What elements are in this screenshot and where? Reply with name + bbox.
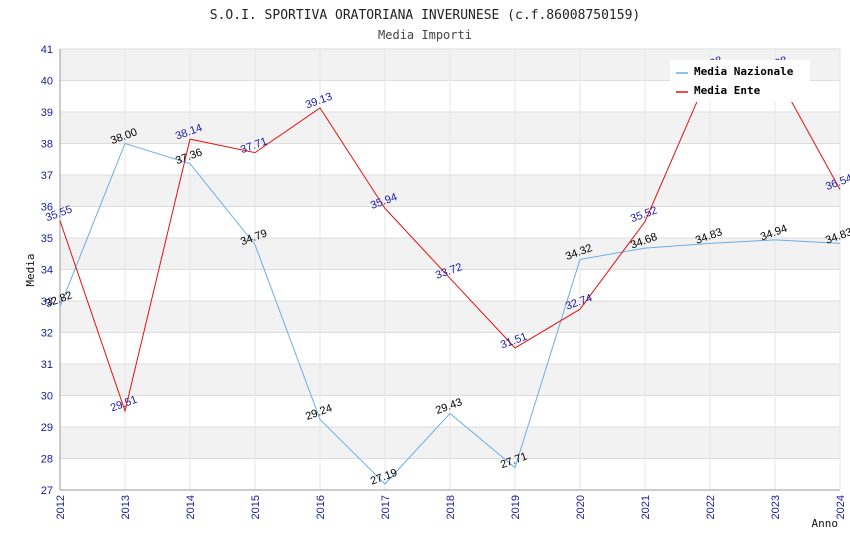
data-label-media-nazionale: 29.24 [304, 402, 334, 423]
y-tick-label: 33 [41, 296, 53, 308]
y-tick-label: 41 [41, 44, 53, 56]
x-tick-label: 2015 [250, 495, 262, 519]
y-tick-label: 28 [41, 454, 53, 466]
x-tick-label: 2014 [185, 495, 197, 519]
data-label-media-ente: 35.52 [629, 204, 659, 225]
x-tick-label: 2012 [55, 495, 67, 519]
chart-subtitle: Media Importi [378, 28, 472, 42]
legend-box [670, 60, 810, 102]
chart-title: S.O.I. SPORTIVA ORATORIANA INVERUNESE (c… [210, 8, 640, 23]
y-tick-label: 32 [41, 328, 53, 340]
data-label-media-ente: 29.51 [109, 394, 139, 415]
data-label-media-nazionale: 37.36 [174, 146, 204, 167]
x-tick-label: 2023 [770, 495, 782, 519]
y-tick-label: 31 [41, 359, 53, 371]
y-tick-label: 36 [41, 202, 53, 214]
y-axis-label: Media [24, 253, 37, 286]
data-label-media-ente: 31.51 [499, 331, 529, 352]
x-tick-label: 2017 [380, 495, 392, 519]
y-tick-label: 29 [41, 422, 53, 434]
x-tick-label: 2024 [835, 495, 847, 519]
axes [59, 49, 840, 491]
x-tick-label: 2020 [575, 495, 587, 519]
x-tick-label: 2018 [445, 495, 457, 519]
y-tick-label: 39 [41, 107, 53, 119]
y-tick-label: 37 [41, 170, 53, 182]
x-tick-label: 2021 [640, 495, 652, 519]
y-axis-ticks: 27 28 29 30 31 32 33 34 35 36 37 38 39 40 41 [41, 44, 53, 497]
y-tick-label: 40 [41, 76, 53, 88]
legend-label-media-ente: Media Ente [694, 84, 761, 97]
data-label-media-nazionale: 27.19 [369, 467, 399, 488]
x-tick-label: 2016 [315, 495, 327, 519]
series-line-media-nazionale [59, 142, 841, 485]
legend-label-media-nazionale: Media Nazionale [694, 65, 794, 78]
x-tick-label: 2013 [120, 495, 132, 519]
x-axis-label: Anno [812, 517, 839, 530]
x-tick-label: 2019 [510, 495, 522, 519]
x-tick-label: 2022 [705, 495, 717, 519]
y-tick-label: 38 [41, 139, 53, 151]
legend: Media Nazionale Media Ente [670, 60, 810, 102]
y-tick-label: 35 [41, 233, 53, 245]
y-tick-label: 27 [41, 485, 53, 497]
y-tick-label: 30 [41, 391, 53, 403]
x-axis-ticks: 2012 2013 2014 2015 2016 2017 2018 2019 2020 2021… [55, 495, 847, 519]
y-tick-label: 34 [41, 265, 53, 277]
